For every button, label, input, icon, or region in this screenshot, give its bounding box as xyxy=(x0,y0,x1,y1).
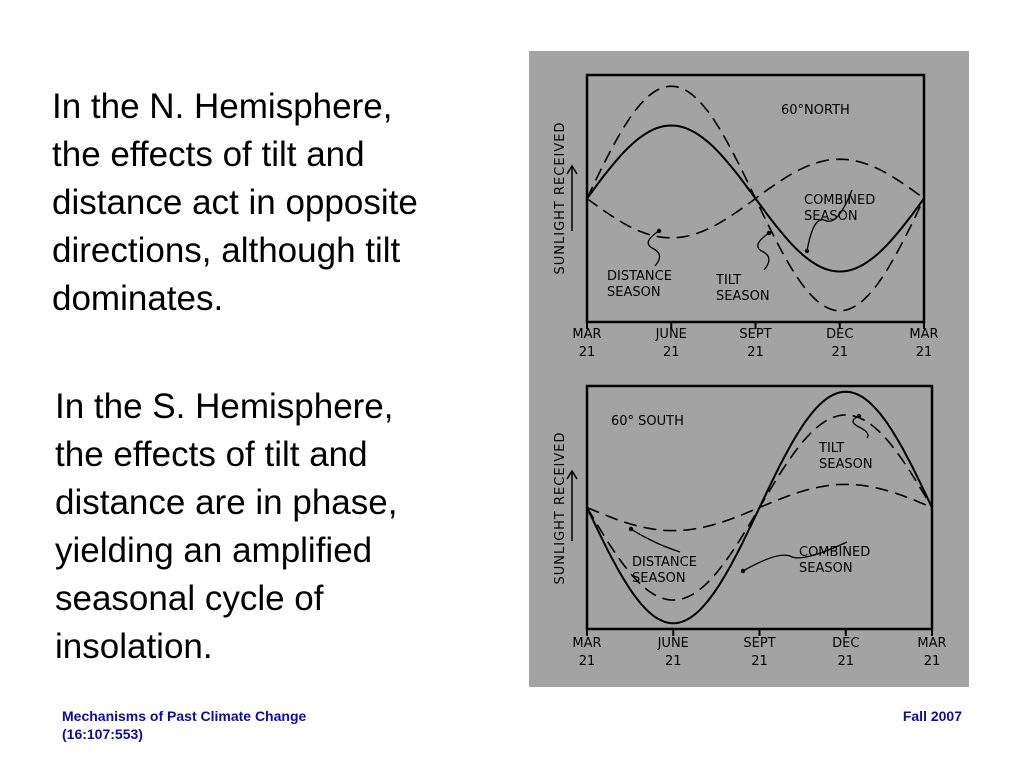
south-x-tick-label: 21 xyxy=(665,654,682,669)
south-tilt-season-label: TILT xyxy=(818,441,844,456)
south-x-tick-label: MAR xyxy=(917,636,946,651)
insolation-figure-svg: 60°NORTH SUNLIGHT RECEIVED MAR 21 JUNE 21 SEPT… xyxy=(553,73,947,669)
north-combined-season-pointer-tip xyxy=(804,248,810,254)
south-x-tick-label: 21 xyxy=(837,654,854,669)
north-x-tick-label: SEPT xyxy=(739,327,771,342)
north-x-tick-label: 21 xyxy=(747,345,764,360)
term-footer: Fall 2007 xyxy=(902,708,962,724)
north-hemisphere-paragraph: In the N. Hemisphere, the effects of til… xyxy=(52,87,418,318)
south-x-tick-label: JUNE xyxy=(657,636,689,651)
south-hemisphere-paragraph: In the S. Hemisphere, the effects of til… xyxy=(55,387,398,666)
south-x-tick-label: MAR xyxy=(572,636,601,651)
north-distance-season-pointer xyxy=(647,230,661,267)
south-chart-title: 60° SOUTH xyxy=(611,414,684,429)
south-tilt-season-label: SEASON xyxy=(819,457,873,472)
south-x-tick-label: SEPT xyxy=(743,636,775,651)
south-combined-season-label: COMBINED xyxy=(799,545,870,560)
north-x-tick-label: 21 xyxy=(916,345,933,360)
north-distance-season-pointer-tip xyxy=(656,228,662,234)
south-x-tick-label: 21 xyxy=(751,654,768,669)
south-y-axis-label: SUNLIGHT RECEIVED xyxy=(553,432,568,585)
south-distance-season-pointer-tip xyxy=(628,526,634,532)
north-chart-title: 60°NORTH xyxy=(781,103,850,118)
north-tilt-season-label: TILT xyxy=(715,273,741,288)
south-combined-season-pointer-tip xyxy=(740,568,746,574)
north-y-axis-arrowhead xyxy=(566,164,578,175)
north-y-axis-label: SUNLIGHT RECEIVED xyxy=(553,122,568,275)
south-distance-season-label: SEASON xyxy=(632,571,686,586)
south-x-tick-label: 21 xyxy=(924,654,941,669)
north-x-tick-label: MAR xyxy=(572,327,601,342)
course-footer: Mechanisms of Past Climate Change (16:10… xyxy=(62,708,307,742)
insolation-figure: 60°NORTH SUNLIGHT RECEIVED MAR 21 JUNE 21 SEPT… xyxy=(529,51,969,687)
south-tilt-season-pointer xyxy=(852,415,869,439)
north-combined-season-curve xyxy=(586,124,925,273)
south-x-tick-label: DEC xyxy=(832,636,859,651)
north-x-tick-label: 21 xyxy=(579,345,596,360)
north-distance-season-label: DISTANCE xyxy=(607,269,672,284)
north-tilt-season-pointer xyxy=(757,232,770,271)
north-tilt-season-label: SEASON xyxy=(716,289,770,304)
south-tilt-season-pointer-tip xyxy=(856,413,862,419)
north-x-tick-label: 21 xyxy=(831,345,848,360)
south-distance-season-label: DISTANCE xyxy=(632,555,697,570)
south-y-axis-arrowhead xyxy=(566,469,578,480)
north-tilt-season-pointer-tip xyxy=(766,230,772,236)
north-x-tick-label: 21 xyxy=(663,345,680,360)
north-x-tick-label: DEC xyxy=(826,327,853,342)
south-combined-season-pointer xyxy=(742,541,848,572)
north-distance-season-label: SEASON xyxy=(607,285,661,300)
north-combined-season-label: SEASON xyxy=(804,209,858,224)
south-combined-season-label: SEASON xyxy=(799,561,853,576)
south-combined-season-curve xyxy=(586,390,933,625)
north-x-tick-label: JUNE xyxy=(655,327,687,342)
south-distance-season-pointer xyxy=(630,528,681,553)
north-combined-season-label: COMBINED xyxy=(804,193,875,208)
south-x-tick-label: 21 xyxy=(579,654,596,669)
north-x-tick-label: MAR xyxy=(909,327,938,342)
north-combined-season-pointer xyxy=(806,189,853,252)
south-distance-season-curve xyxy=(586,483,933,532)
